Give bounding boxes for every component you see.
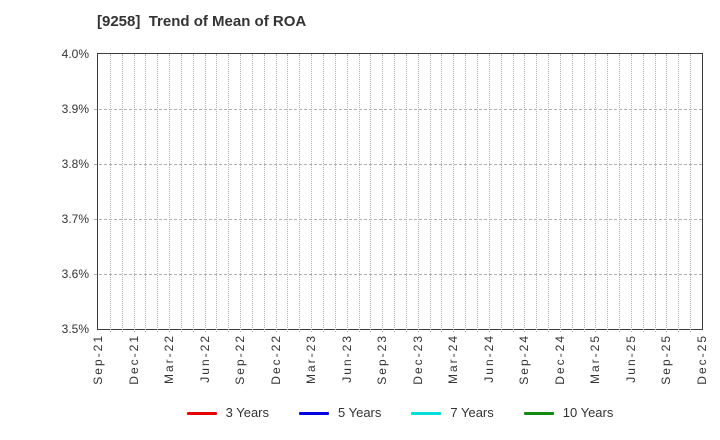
y-tick-label: 3.6% [61,267,89,281]
legend-line-sample-7-years [411,411,442,415]
gridline-vertical [275,54,277,332]
gridline-vertical [453,54,455,332]
chart-title: [9258] Trend of Mean of ROA [97,13,307,30]
gridline-vertical [346,54,348,332]
gridline-horizontal [94,274,702,275]
x-tick-label: Sep-23 [375,334,390,385]
gridline-vertical [180,54,182,332]
x-tick-label: Jun-24 [481,334,496,383]
gridline-vertical [382,54,384,332]
legend: 3 Years 5 Years 7 Years 10 Years [97,401,703,425]
gridline-vertical [216,54,218,332]
y-tick-label: 3.7% [61,212,89,226]
x-tick-label: Mar-25 [588,334,603,385]
gridline-vertical [263,54,265,332]
gridline-horizontal [94,109,702,110]
gridline-vertical [121,54,123,332]
gridline-vertical [287,54,289,332]
gridline-vertical [370,54,372,332]
x-tick-label: Sep-24 [517,334,532,385]
legend-line-sample-5-years [299,411,329,415]
gridline-vertical [157,54,159,332]
gridline-vertical [311,54,313,332]
x-tick-label: Jun-23 [339,334,354,383]
gridline-vertical [299,54,301,332]
gridline-vertical [642,54,644,332]
gridline-vertical [548,54,550,332]
gridline-horizontal [94,164,702,165]
legend-item-label: 7 Years [450,405,494,420]
x-tick-label: Mar-24 [446,334,461,385]
gridline-vertical [394,54,396,332]
plot-area: 4.0% 3.9% 3.8% 3.7% 3.6% 3.5% Sep-21 Dec-21 Mar-… [62,47,709,385]
legend-item-label: 10 Years [562,405,614,420]
gridline-vertical [595,54,597,332]
gridline-horizontal [94,219,702,220]
x-tick-label: Dec-23 [410,334,425,385]
x-tick-label: Dec-24 [552,334,567,385]
gridline-vertical [583,54,585,332]
gridline-vertical [607,54,609,332]
gridline-vertical [512,54,514,332]
legend-item-3-years: 3 Years [186,405,269,421]
gridline-vertical [417,54,419,332]
gridline-vertical [251,54,253,332]
gridline-vertical [500,54,502,332]
x-tick-label: Jun-25 [623,334,638,383]
gridline-vertical [169,54,171,332]
legend-item-7-years: 7 Years [411,405,494,421]
gridline-vertical [559,54,561,332]
gridline-vertical [465,54,467,332]
gridline-vertical [666,54,668,332]
gridline-vertical [678,54,680,332]
legend-item-label: 5 Years [338,405,382,420]
gridline-vertical [228,54,230,332]
gridline-vertical [405,54,407,332]
gridline-vertical [571,54,573,332]
y-tick-label: 4.0% [61,47,89,61]
y-tick-label: 3.5% [61,322,89,336]
legend-item-label: 3 Years [225,405,269,420]
gridline-vertical [323,54,325,332]
y-tick-label: 3.9% [61,102,89,116]
gridline-vertical [145,54,147,332]
gridline-vertical [192,54,194,332]
x-tick-label: Jun-22 [197,334,212,383]
x-tick-label: Dec-25 [695,334,709,385]
gridline-vertical [334,54,336,332]
gridline-vertical [690,54,692,332]
x-tick-label: Sep-22 [233,334,248,385]
legend-line-sample-3-years [186,411,217,415]
gridline-vertical [109,54,111,332]
gridline-vertical [654,54,656,332]
legend-item-5-years: 5 Years [299,405,381,421]
gridline-vertical [240,54,242,332]
gridline-vertical [630,54,632,332]
gridline-vertical [524,54,526,332]
gridline-vertical [536,54,538,332]
gridline-vertical [204,54,206,332]
gridline-vertical [358,54,360,332]
x-tick-label: Sep-21 [91,334,105,385]
x-tick-label: Dec-22 [268,334,283,385]
gridline-vertical [133,54,135,332]
gridline-vertical [476,54,478,332]
x-tick-label: Dec-21 [126,334,141,385]
gridline-vertical [488,54,490,332]
x-tick-label: Sep-25 [659,334,674,385]
x-tick-label: Mar-23 [304,334,319,385]
legend-item-10-years: 10 Years [523,405,614,421]
gridline-vertical [429,54,431,332]
gridline-vertical [619,54,621,332]
gridline-vertical [441,54,443,332]
x-tick-label: Mar-22 [162,334,177,385]
legend-line-sample-10-years [523,411,554,415]
y-tick-label: 3.8% [61,157,89,171]
